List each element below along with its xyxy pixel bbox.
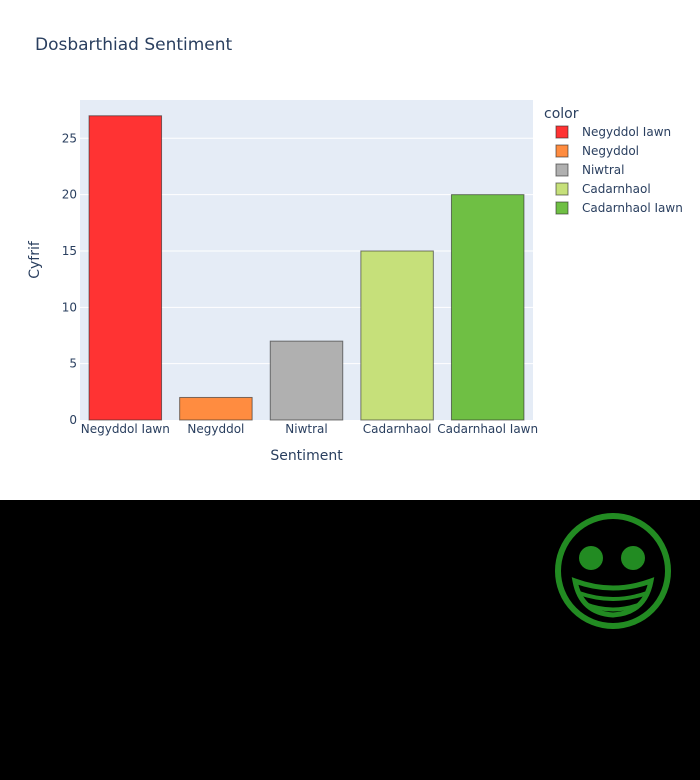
y-tick-label: 10	[62, 300, 77, 314]
bar	[88, 115, 163, 421]
bar	[269, 340, 344, 421]
legend-entry: Negyddol Iawn	[582, 125, 671, 139]
left-eye	[579, 546, 603, 570]
y-axis-label: Cyfrif	[27, 240, 43, 279]
x-tick-label: Cadarnhaol	[363, 422, 432, 436]
x-tick-label: Cadarnhaol Iawn	[437, 422, 538, 436]
x-tick-label: Niwtral	[285, 422, 327, 436]
x-axis-label: Sentiment	[270, 448, 343, 464]
chart-panel: Dosbarthiad Sentiment 0 5 10 15 20 25 Negyddo…	[0, 0, 700, 500]
bar	[450, 194, 525, 421]
legend-entry: Negyddol	[582, 144, 639, 158]
face-outline	[555, 513, 671, 629]
legend-swatch	[555, 163, 569, 177]
legend-swatch	[555, 182, 569, 196]
y-tick-label: 25	[62, 131, 77, 145]
y-tick-label: 0	[69, 413, 77, 427]
chart-title: Dosbarthiad Sentiment	[35, 35, 233, 55]
dark-panel	[0, 500, 700, 780]
right-eye	[621, 546, 645, 570]
legend-swatch	[555, 144, 569, 158]
bar-chart: Dosbarthiad Sentiment 0 5 10 15 20 25 Negyddo…	[27, 35, 683, 464]
y-tick-label: 5	[69, 357, 77, 371]
bar	[360, 250, 434, 421]
legend-entry: Niwtral	[582, 163, 624, 177]
bar	[179, 396, 253, 421]
y-tick-label: 15	[62, 244, 77, 258]
y-tick-label: 20	[62, 188, 77, 202]
x-tick-label: Negyddol	[187, 422, 244, 436]
legend-swatch	[555, 201, 569, 215]
legend: color Negyddol Iawn Negyddol Niwtral Cadarn…	[544, 106, 683, 215]
teeth-line-top	[578, 591, 648, 601]
teeth-line-bottom	[584, 602, 642, 612]
x-tick-label: Negyddol Iawn	[81, 422, 170, 436]
legend-entry: Cadarnhaol	[582, 182, 651, 196]
legend-swatch	[555, 125, 569, 139]
legend-title: color	[544, 106, 579, 122]
legend-entry: Cadarnhaol Iawn	[582, 201, 683, 215]
grinning-face-icon	[555, 513, 671, 629]
